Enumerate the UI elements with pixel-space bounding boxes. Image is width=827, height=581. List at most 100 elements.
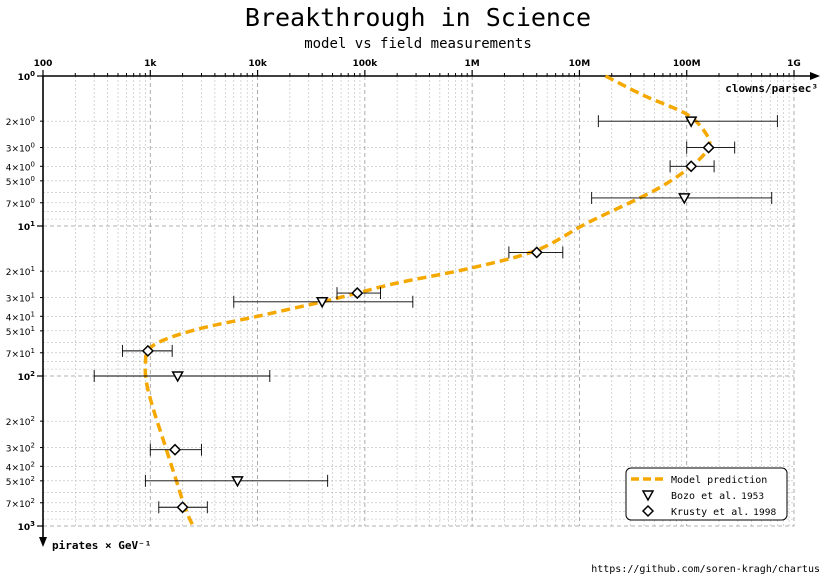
legend-series-name: Krusty et al. xyxy=(671,507,749,518)
krusty-data-point xyxy=(669,160,715,173)
y-tick-base: 7×10 xyxy=(6,200,31,210)
x-tick-label: 100 xyxy=(34,59,53,69)
krusty-data-point xyxy=(336,287,381,300)
model-prediction-line xyxy=(143,74,712,527)
legend-triangle-icon xyxy=(641,490,655,502)
y-tick-exponent: 3 xyxy=(30,520,35,528)
bozo-data-point xyxy=(93,370,271,383)
x-tick-label: 10k xyxy=(248,59,268,69)
y-tick-base: 7×10 xyxy=(6,500,31,510)
y-tick-exponent: 2 xyxy=(31,415,35,423)
legend-label: Bozo et al. 1953 xyxy=(671,491,764,502)
y-tick-base: 3×10 xyxy=(6,145,31,155)
credit-url[interactable]: https://github.com/soren-kragh/chartus xyxy=(591,564,820,575)
chart-title: Breakthrough in Science xyxy=(245,3,591,32)
y-tick-base: 10 xyxy=(18,373,31,383)
y-tick-base: 2×10 xyxy=(6,118,31,128)
x-axis-arrow xyxy=(810,72,820,80)
krusty-data-point xyxy=(121,344,173,357)
y-tick-base: 10 xyxy=(18,73,31,83)
y-axis-arrow xyxy=(39,537,47,547)
diamond-marker xyxy=(141,344,154,357)
y-tick-label: 4×100 xyxy=(6,160,35,173)
x-tick-label: 100M xyxy=(673,59,701,69)
y-tick-exponent: 1 xyxy=(31,265,35,273)
y-tick-base: 10 xyxy=(18,523,31,533)
y-tick-base: 7×10 xyxy=(6,350,31,360)
krusty-data-point xyxy=(149,443,202,456)
y-tick-label: 102 xyxy=(18,370,36,383)
y-tick-exponent: 1 xyxy=(31,310,35,318)
diamond-marker xyxy=(530,246,543,259)
data-series xyxy=(93,74,778,527)
y-tick-base: 5×10 xyxy=(6,178,31,188)
y-tick-label: 5×101 xyxy=(6,325,35,338)
bozo-data-point xyxy=(597,115,778,128)
axes: 100 1k 10k 100k 1M 10M 100M 1G1002×1003×1004×10… xyxy=(6,59,820,552)
diamond-marker xyxy=(685,160,698,173)
triangle-marker xyxy=(315,297,329,309)
legend-diamond-icon xyxy=(641,504,655,518)
grid xyxy=(42,75,795,527)
x-axis-label: clowns/parsec³ xyxy=(725,82,818,95)
x-tick-label: 1G xyxy=(787,59,801,69)
bozo-data-point xyxy=(144,474,329,488)
y-tick-base: 5×10 xyxy=(6,328,31,338)
y-tick-label: 5×102 xyxy=(6,475,35,488)
diamond-marker xyxy=(168,443,182,456)
y-tick-exponent: 0 xyxy=(31,115,35,123)
y-tick-exponent: 0 xyxy=(31,197,35,205)
legend-item: Krusty et al. 1998 xyxy=(641,504,776,518)
legend-item: Model prediction xyxy=(631,475,767,486)
y-tick-exponent: 2 xyxy=(30,370,35,378)
y-tick-label: 103 xyxy=(18,520,36,533)
y-tick-exponent: 1 xyxy=(30,220,35,228)
y-tick-exponent: 2 xyxy=(31,475,35,483)
y-tick-base: 4×10 xyxy=(6,313,31,323)
y-tick-exponent: 2 xyxy=(31,460,35,468)
diamond-marker xyxy=(176,501,189,514)
y-tick-label: 100 xyxy=(18,70,36,83)
y-tick-label: 3×102 xyxy=(6,442,35,455)
legend-series-name: Model prediction xyxy=(671,475,767,486)
y-tick-exponent: 0 xyxy=(31,142,35,150)
y-tick-base: 4×10 xyxy=(6,163,31,173)
legend-series-name: Bozo et al. xyxy=(671,491,737,502)
y-tick-base: 10 xyxy=(18,223,31,233)
chart-subtitle: model vs field measurements xyxy=(304,36,532,52)
y-axis-label: pirates × GeV⁻¹ xyxy=(52,539,151,552)
y-tick-label: 7×102 xyxy=(6,497,35,510)
y-tick-exponent: 0 xyxy=(31,160,35,168)
y-tick-label: 4×101 xyxy=(6,310,35,323)
y-tick-label: 2×101 xyxy=(6,265,35,278)
y-tick-label: 7×101 xyxy=(6,347,35,360)
diamond-marker xyxy=(702,141,715,154)
y-tick-base: 5×10 xyxy=(6,478,31,488)
y-tick-base: 2×10 xyxy=(6,418,31,428)
legend-series-year: 1998 xyxy=(753,508,776,518)
y-tick-base: 4×10 xyxy=(6,463,31,473)
legend-label: Krusty et al. 1998 xyxy=(671,507,776,518)
y-tick-label: 3×100 xyxy=(6,142,35,155)
y-tick-label: 2×100 xyxy=(6,115,35,128)
triangle-marker xyxy=(684,116,698,128)
y-tick-exponent: 1 xyxy=(31,325,35,333)
krusty-data-point xyxy=(686,141,736,154)
triangle-marker xyxy=(678,193,691,205)
y-tick-label: 2×102 xyxy=(6,415,35,428)
x-tick-label: 10M xyxy=(569,59,591,69)
y-tick-exponent: 0 xyxy=(31,175,35,183)
bozo-data-point xyxy=(591,191,773,205)
y-tick-base: 3×10 xyxy=(6,295,31,305)
x-tick-label: 1M xyxy=(465,59,480,69)
x-tick-label: 100k xyxy=(352,59,378,69)
y-tick-label: 5×100 xyxy=(6,175,35,188)
krusty-data-point xyxy=(158,501,208,514)
x-tick-label: 1k xyxy=(144,59,157,69)
legend-item: Bozo et al. 1953 xyxy=(641,490,764,502)
bozo-data-point xyxy=(233,295,414,309)
y-tick-label: 7×100 xyxy=(6,197,35,210)
y-tick-exponent: 1 xyxy=(31,347,35,355)
y-tick-base: 2×10 xyxy=(6,268,31,278)
